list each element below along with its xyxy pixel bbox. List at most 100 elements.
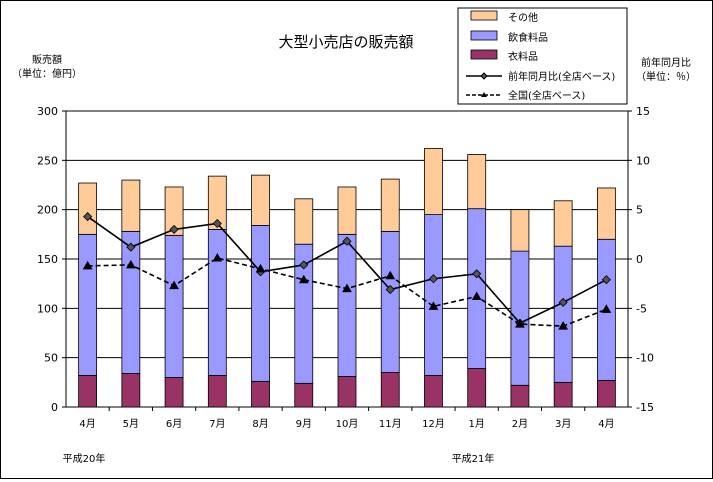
left-tick-label: 150 — [37, 253, 58, 266]
bar-segment — [78, 375, 98, 408]
bar-segment — [424, 375, 443, 408]
triangle-marker — [515, 319, 525, 328]
right-axis-title: （単位：％） — [636, 70, 696, 83]
triangle-marker — [255, 263, 266, 273]
left-axis-title: 販売額 — [32, 53, 62, 66]
bar-segment — [337, 186, 357, 235]
bar-segment — [510, 384, 530, 408]
bar-segment — [207, 375, 227, 408]
bar-segment — [207, 175, 227, 230]
diamond-marker — [428, 274, 439, 284]
x-tick-label: 3月 — [555, 418, 571, 430]
x-tick-label: 7月 — [209, 418, 225, 430]
bar-segment — [294, 198, 314, 245]
bar-segment — [596, 187, 616, 240]
bar-segment — [553, 200, 573, 247]
bar-segment — [510, 209, 530, 252]
triangle-marker — [558, 321, 569, 330]
legend-label: その他 — [508, 11, 538, 24]
right-axis-title: 前年同月比 — [641, 56, 691, 69]
right-tick-label: -5 — [636, 302, 647, 315]
bar-segment — [121, 373, 141, 408]
diamond-marker — [385, 285, 395, 295]
bar-segment — [164, 234, 184, 378]
bar-segment — [380, 178, 400, 232]
left-tick-label: 200 — [37, 204, 58, 217]
diamond-marker — [601, 275, 611, 285]
bar-segment — [251, 225, 270, 382]
right-tick-label: -10 — [636, 352, 654, 365]
diamond-marker — [83, 212, 93, 222]
right-tick-label: 15 — [636, 105, 650, 118]
legend-triangle-marker — [481, 92, 487, 97]
legend-label: 前年同月比(全店ベース) — [508, 70, 615, 83]
legend-label: 飲食料品 — [508, 31, 548, 44]
bar-segment — [207, 228, 227, 376]
bar-segment — [121, 179, 141, 232]
bar-segment — [164, 376, 184, 408]
x-tick-label: 2月 — [512, 418, 528, 430]
x-tick-label: 11月 — [379, 418, 402, 430]
x-tick-label: 10月 — [336, 418, 359, 430]
bar-segment — [553, 381, 573, 408]
triangle-marker — [125, 259, 136, 269]
year-label: 平成20年 — [63, 452, 106, 465]
x-tick-label: 12月 — [422, 418, 445, 430]
left-axis-title: （単位：億円） — [12, 67, 82, 80]
bar-segment — [553, 245, 573, 383]
triangle-marker — [169, 280, 179, 290]
diamond-marker — [126, 242, 136, 252]
x-tick-label: 8月 — [252, 418, 268, 430]
bar-segment — [380, 230, 400, 373]
triangle-marker — [342, 283, 352, 293]
bar-segment — [467, 208, 487, 369]
bar-segment — [510, 250, 530, 386]
triangle-marker — [601, 304, 612, 313]
year-label: 平成21年 — [452, 452, 495, 465]
left-tick-label: 250 — [37, 154, 58, 167]
legend-swatch — [470, 30, 498, 41]
bar-segment — [121, 230, 141, 374]
left-tick-label: 0 — [51, 401, 58, 414]
left-tick-label: 100 — [37, 302, 58, 315]
diamond-marker — [472, 269, 482, 279]
x-tick-label: 1月 — [469, 418, 485, 430]
bar-segment — [424, 214, 443, 376]
x-tick-label: 5月 — [123, 418, 139, 430]
bar-segment — [78, 233, 98, 376]
chart-title: 大型小売店の販売額 — [278, 33, 413, 51]
triangle-marker — [212, 253, 223, 262]
diamond-marker — [342, 236, 352, 246]
x-tick-label: 9月 — [296, 418, 312, 430]
bar-segment — [337, 376, 357, 408]
right-tick-label: -15 — [636, 401, 654, 414]
legend-label: 全国(全店ベース) — [508, 89, 585, 102]
diamond-marker — [558, 297, 568, 307]
triangle-marker — [82, 260, 93, 270]
right-tick-label: 5 — [636, 204, 643, 217]
triangle-marker — [428, 301, 439, 310]
triangle-marker — [385, 270, 396, 280]
x-tick-label: 4月 — [598, 418, 614, 430]
bar-segment — [251, 380, 270, 408]
bar-segment — [294, 382, 314, 408]
legend-label: 衣料品 — [508, 50, 538, 63]
bar-segment — [596, 379, 616, 408]
bar-segment — [337, 233, 357, 377]
legend-swatch — [470, 10, 498, 21]
bar-segment — [424, 148, 443, 215]
right-tick-label: 10 — [636, 154, 650, 167]
bar-segment — [380, 372, 400, 408]
diamond-marker — [299, 260, 309, 270]
right-tick-label: 0 — [636, 253, 643, 266]
bar-segment — [78, 182, 98, 235]
diamond-marker — [169, 224, 179, 234]
bar-segment — [467, 368, 487, 408]
legend-swatch — [470, 49, 498, 60]
x-tick-label: 4月 — [79, 418, 95, 430]
bar-segment — [251, 174, 270, 226]
bar-segment — [164, 186, 184, 236]
legend-diamond-marker — [480, 72, 488, 80]
